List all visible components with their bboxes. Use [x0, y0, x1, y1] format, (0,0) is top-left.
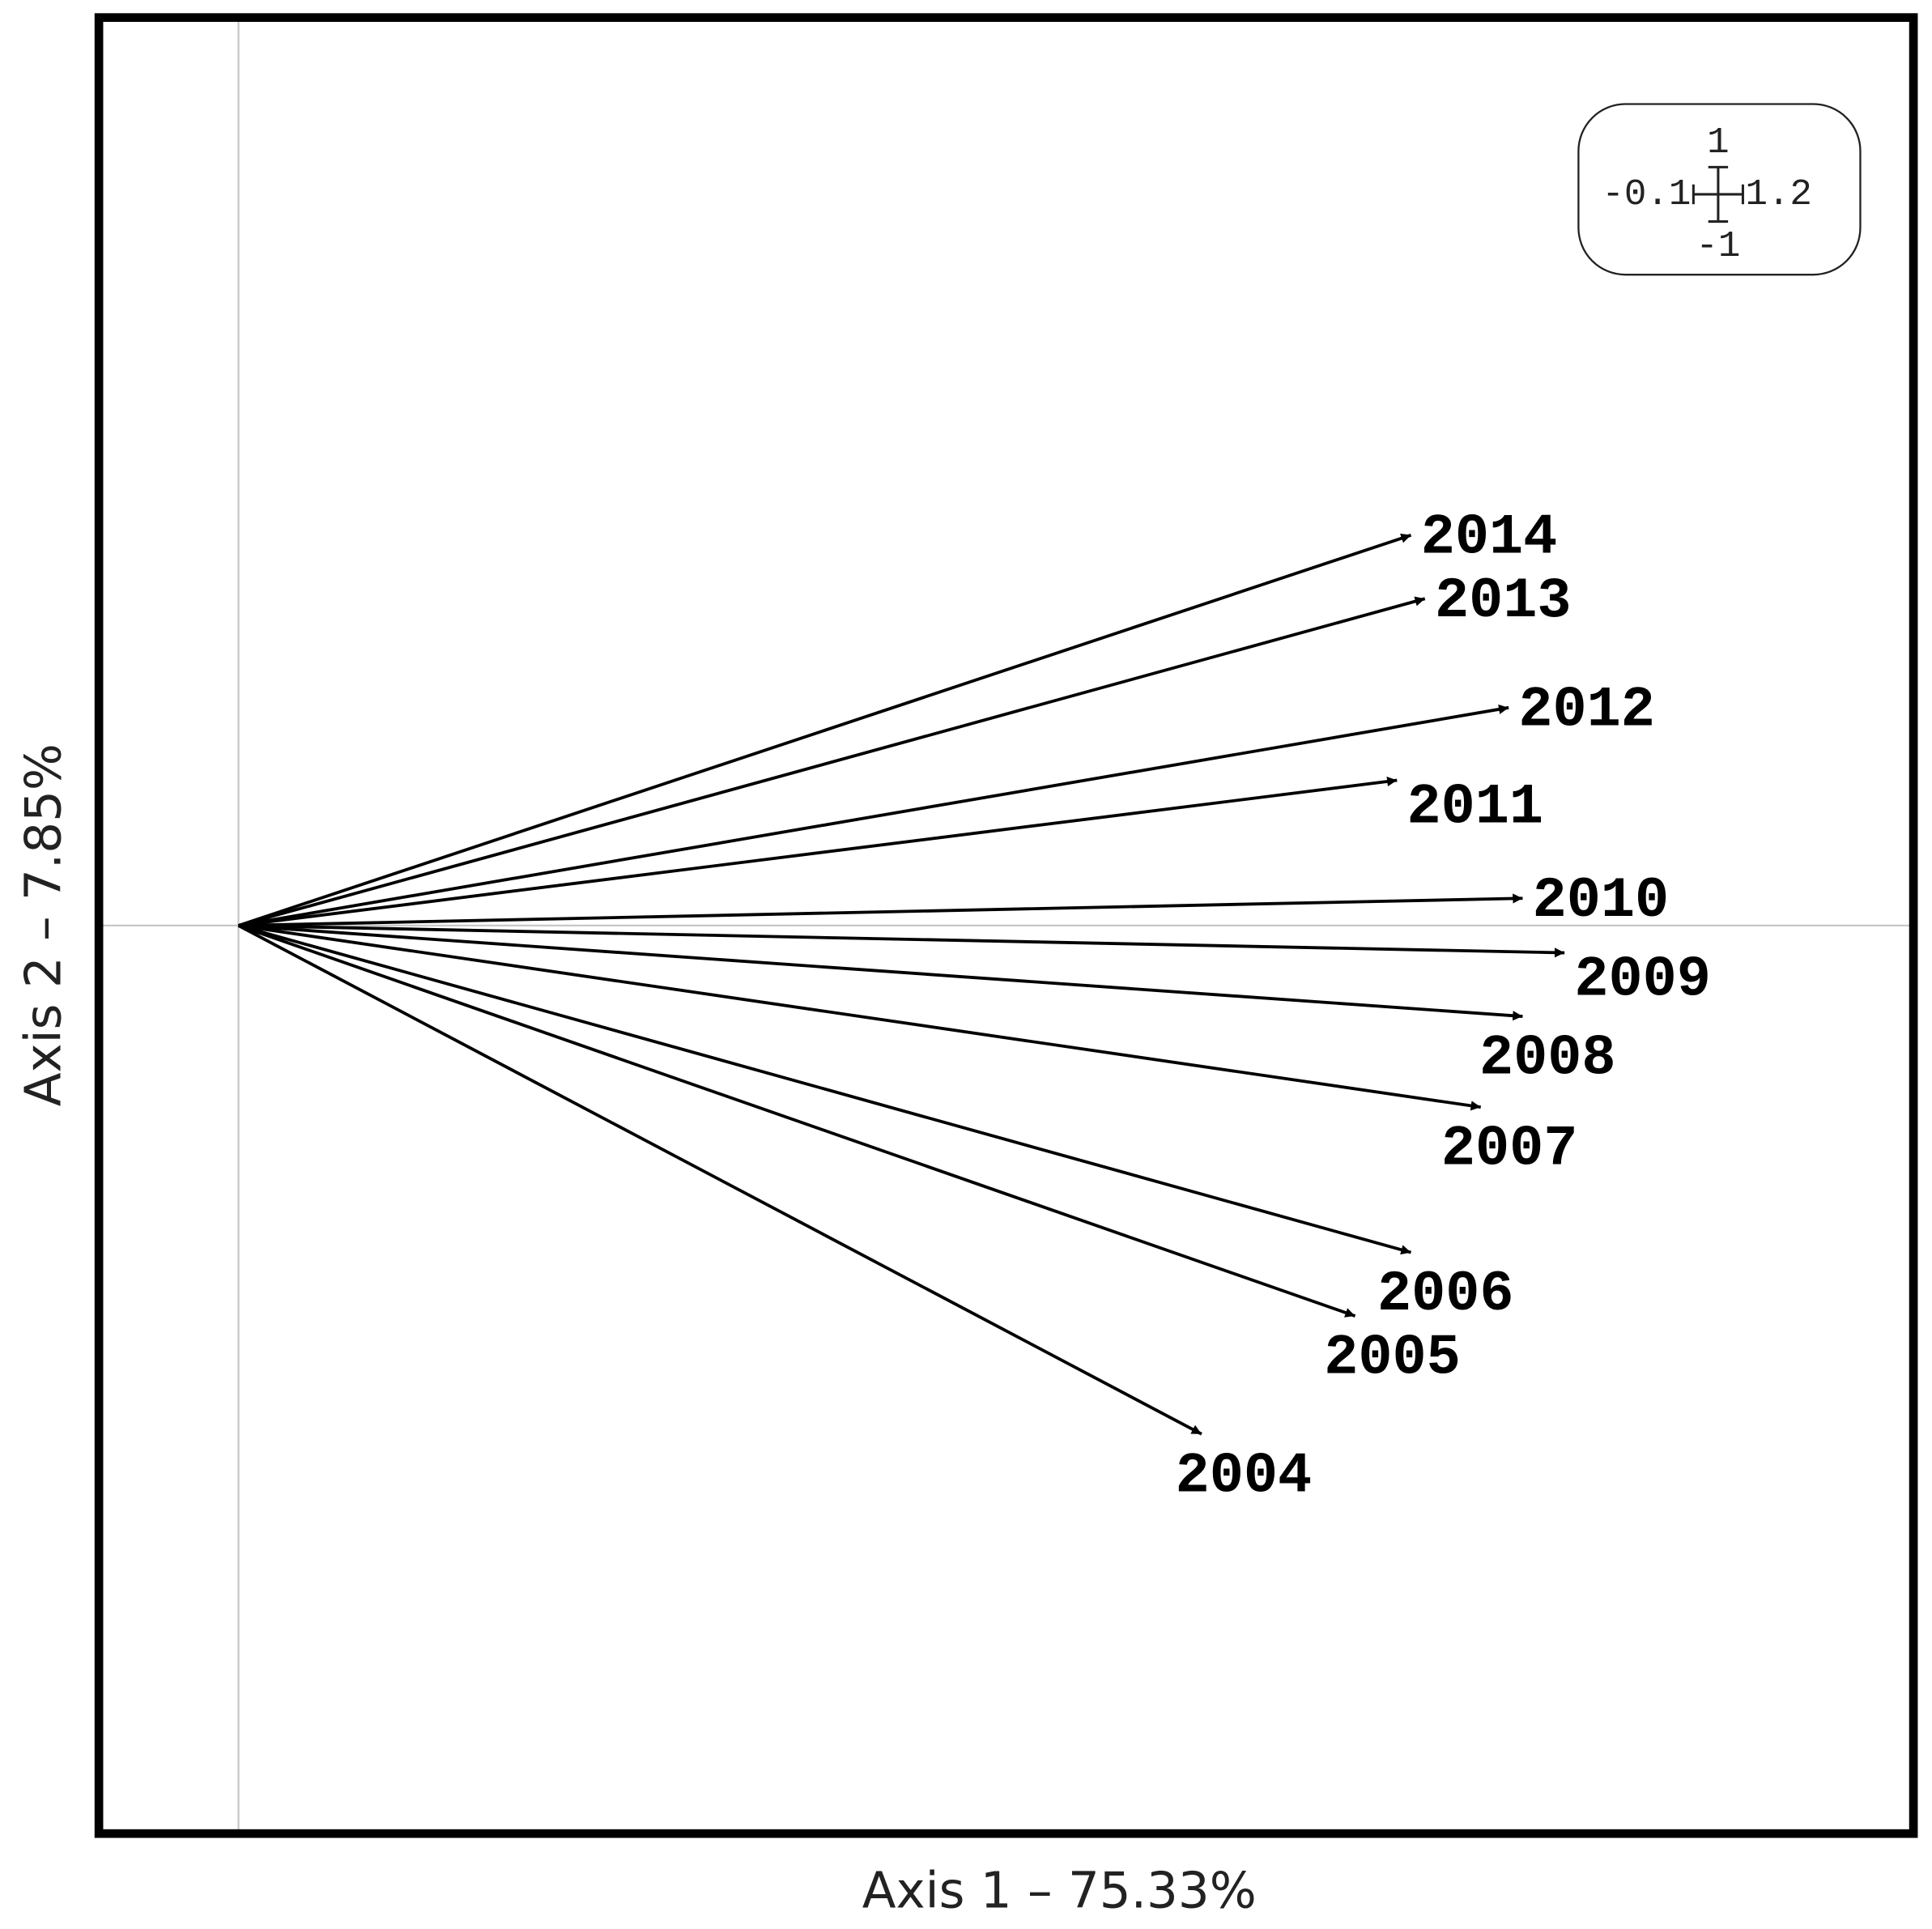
arrow: [237, 924, 1202, 1436]
arrow-label: 2005: [1324, 1327, 1461, 1391]
arrow: [238, 924, 1481, 1111]
arrow: [238, 596, 1426, 927]
plot-frame: [94, 13, 1918, 1838]
arrow: [237, 924, 1412, 1255]
scale-label: -0.1: [1602, 173, 1691, 215]
arrow-label: 2006: [1377, 1263, 1514, 1327]
arrow-label: 2010: [1533, 870, 1670, 934]
arrow-label: 2014: [1421, 506, 1558, 570]
arrow: [238, 776, 1398, 927]
scale-label: -1: [1696, 225, 1740, 267]
arrow: [238, 924, 1565, 958]
arrow: [238, 893, 1523, 927]
arrow-label: 2012: [1518, 679, 1655, 743]
scale-label: 1.2: [1745, 173, 1811, 215]
arrow-label: 2009: [1574, 949, 1711, 1013]
y-axis-label: Axis 2 – 7.85%: [15, 743, 73, 1106]
arrow: [238, 924, 1523, 1021]
arrow-label: 2013: [1435, 570, 1572, 634]
arrow-label: 2007: [1441, 1118, 1578, 1182]
arrow: [238, 704, 1509, 927]
arrow: [237, 533, 1412, 927]
scale-label: 1: [1707, 121, 1729, 164]
x-axis-label: Axis 1 – 75.33%: [862, 1863, 1257, 1920]
arrow: [237, 924, 1356, 1318]
arrow-label: 2011: [1406, 777, 1543, 841]
arrow-label: 2004: [1176, 1445, 1313, 1509]
arrow-label: 2008: [1479, 1027, 1616, 1091]
